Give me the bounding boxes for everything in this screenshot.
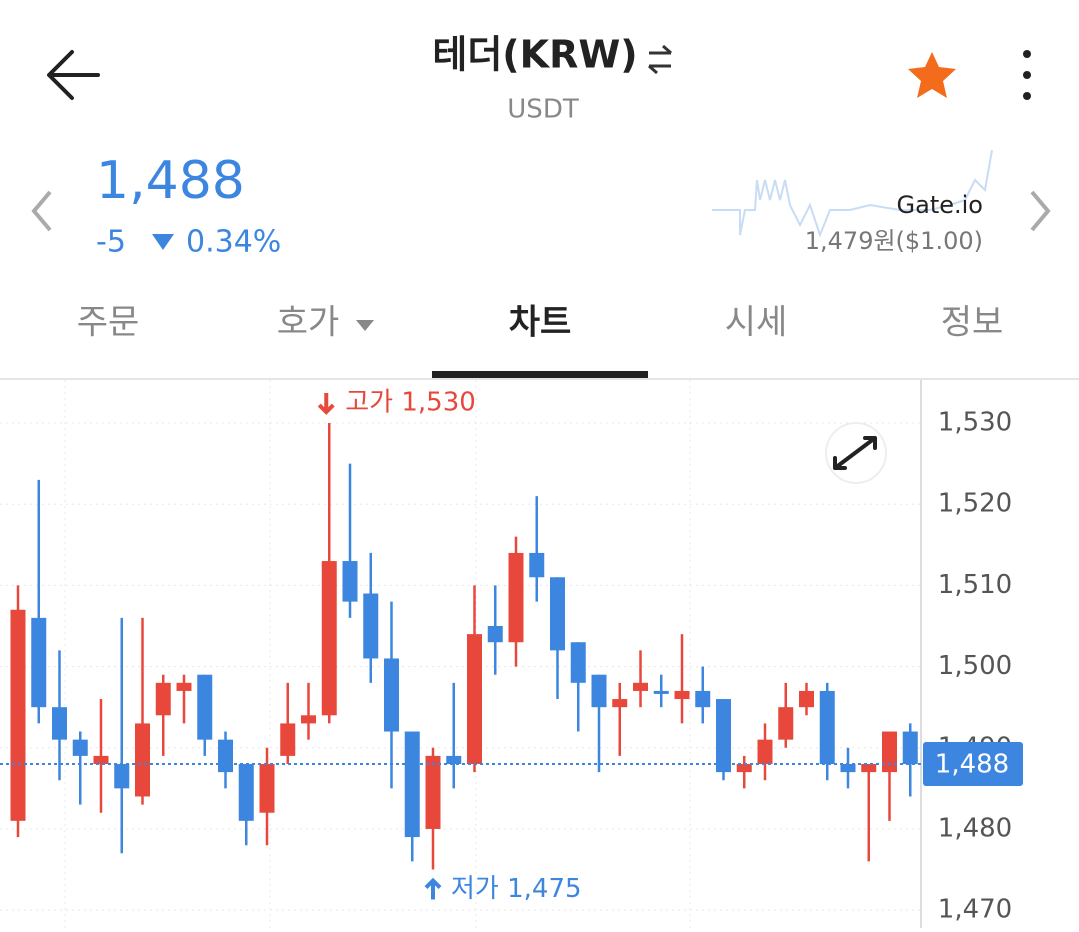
candle-body <box>591 674 607 708</box>
candle-body <box>653 690 669 694</box>
y-tick-label: 1,500 <box>938 651 1012 681</box>
candle-body <box>570 642 586 683</box>
candle-body <box>238 764 254 821</box>
favorite-star[interactable] <box>908 52 956 98</box>
y-tick-label: 1,470 <box>938 895 1012 925</box>
y-tick-label: 1,530 <box>938 408 1012 438</box>
high-label: 고가 1,530 <box>345 388 476 418</box>
tab[interactable]: 정보 <box>941 303 1004 343</box>
candle-body <box>93 755 109 765</box>
candle-body <box>259 764 275 813</box>
low-arrow <box>424 877 442 900</box>
more-menu[interactable] <box>1023 50 1031 100</box>
candle-body <box>757 739 773 765</box>
candle-body <box>321 561 337 716</box>
high-arrow <box>317 393 335 415</box>
price: 1,488 <box>96 151 245 211</box>
tab[interactable]: 주문 <box>77 303 140 343</box>
candle-body <box>902 731 918 765</box>
tab-indicator <box>432 371 648 379</box>
candle-body <box>404 731 420 838</box>
candle-body <box>674 690 690 700</box>
candle-body <box>716 699 731 773</box>
tab[interactable]: 차트 <box>509 303 572 343</box>
candle-body <box>197 674 213 740</box>
current-price-box <box>923 742 1023 787</box>
candle-body <box>155 682 171 716</box>
swap-icon[interactable] <box>648 44 672 75</box>
sparkline <box>712 149 993 238</box>
candle-body <box>280 723 296 756</box>
candle-body <box>508 552 524 643</box>
candle-body <box>176 682 192 691</box>
candle-body <box>10 609 26 821</box>
next-arrow[interactable] <box>1030 190 1051 232</box>
back-button[interactable] <box>47 50 100 100</box>
candle-body <box>799 690 814 708</box>
candle-body <box>342 561 358 602</box>
candle-body <box>612 699 628 708</box>
change-rate: 0.34% <box>186 225 281 260</box>
tab[interactable]: 호가 <box>277 303 340 343</box>
current-price-label: 1,488 <box>935 750 1009 780</box>
candle-body <box>529 552 545 578</box>
candle-body <box>736 764 752 773</box>
candle-body <box>467 634 482 765</box>
candle-body <box>72 739 88 756</box>
candle-body <box>633 682 648 691</box>
candle-body <box>695 690 711 708</box>
low-label: 저가 1,475 <box>451 874 582 904</box>
y-tick-label: 1,480 <box>938 813 1012 843</box>
candle-body <box>882 731 897 773</box>
candle-body <box>487 625 503 643</box>
prev-arrow[interactable] <box>31 190 52 232</box>
candle-body <box>218 739 233 773</box>
candle-body <box>819 690 835 765</box>
candle-body <box>52 707 67 740</box>
y-tick-label: 1,510 <box>938 570 1012 600</box>
exchange-price: 1,479원($1.00) <box>805 227 983 255</box>
candle-body <box>114 764 130 789</box>
candle-body <box>384 658 399 732</box>
tab[interactable]: 시세 <box>725 303 788 343</box>
down-triangle <box>152 234 174 250</box>
candle-body <box>363 593 379 659</box>
title: 테더(KRW) <box>432 33 637 77</box>
candle-body <box>840 764 856 773</box>
candle-body <box>135 723 150 797</box>
tab-bar: 주문 호가 차트 시세 정보 <box>77 303 1004 343</box>
expand-button[interactable] <box>825 422 887 484</box>
candle-body <box>550 577 565 651</box>
candle-body <box>301 715 316 724</box>
candle-body <box>31 617 47 708</box>
subtitle: USDT <box>507 95 579 125</box>
candle-body <box>446 755 462 765</box>
candle-body <box>425 755 441 829</box>
change: -5 <box>96 225 126 260</box>
y-tick-label: 1,520 <box>938 489 1012 519</box>
candle-body <box>861 764 877 773</box>
dropdown-triangle <box>356 320 374 331</box>
exchange-name: Gate.io <box>897 191 983 219</box>
candle-body <box>778 707 794 740</box>
